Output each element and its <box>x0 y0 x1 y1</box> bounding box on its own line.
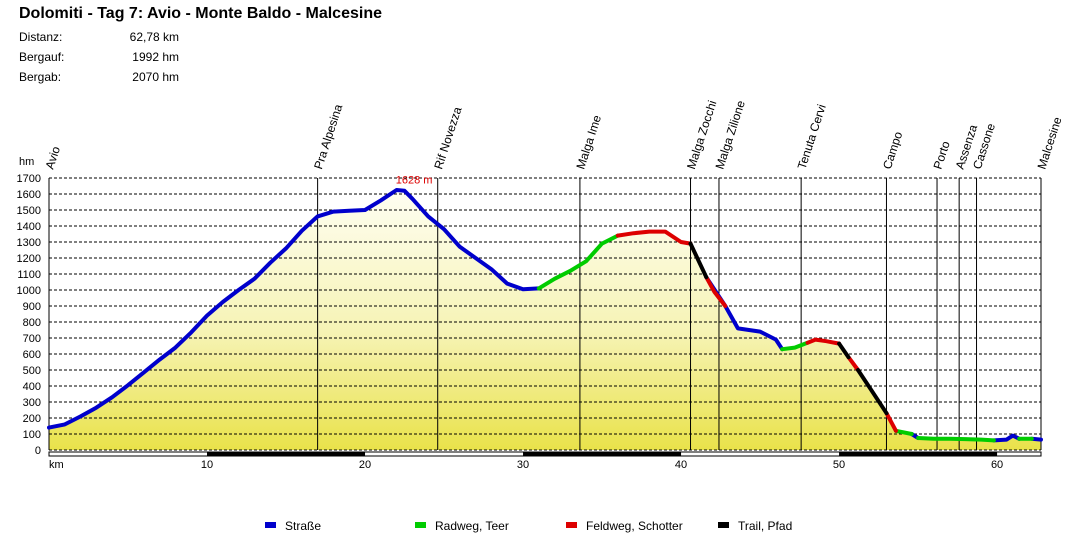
y-tick-label: 0 <box>35 445 41 457</box>
x-tick-label: 30 <box>517 459 529 471</box>
legend-swatch <box>415 522 426 528</box>
stat-value: 62,78 km <box>129 30 179 44</box>
y-tick-label: 1300 <box>17 237 41 249</box>
stat-descent: Bergab: 2070 hm <box>19 70 179 90</box>
legend-swatch <box>718 522 729 528</box>
waypoint-label: Malga Ime <box>573 113 604 171</box>
legend-swatch <box>265 522 276 528</box>
y-tick-label: 1200 <box>17 253 41 265</box>
waypoint-label: Tenuta Cervi <box>795 103 829 171</box>
series-line-trail-pfad <box>837 341 851 360</box>
series-line-radweg-teer <box>536 233 620 291</box>
y-tick-label: 400 <box>23 381 41 393</box>
page-title: Dolomiti - Tag 7: Avio - Monte Baldo - M… <box>19 5 382 22</box>
legend-swatch <box>566 522 577 528</box>
waypoint-label: Malga Zilione <box>713 98 748 171</box>
y-tick-label: 700 <box>23 333 41 345</box>
series-line-feldweg-schotter <box>805 337 842 346</box>
waypoint-label: Avio <box>43 144 64 171</box>
waypoint-label: Rif Novezza <box>431 105 464 171</box>
series-line-feldweg-schotter <box>846 355 860 372</box>
y-tick-label: 1700 <box>17 173 41 185</box>
waypoint-label: Campo <box>880 130 905 171</box>
waypoint-label: Pra Alpesina <box>311 102 345 171</box>
stat-label: Distanz: <box>19 30 63 44</box>
y-tick-label: 1000 <box>17 285 41 297</box>
y-tick-label: 300 <box>23 397 41 409</box>
legend-label: Straße <box>285 519 321 533</box>
x-tick-label: 10 <box>201 459 213 471</box>
x-tick-label: 60 <box>991 459 1003 471</box>
stat-ascent: Bergauf: 1992 hm <box>19 50 179 70</box>
x-tick-label: 40 <box>675 459 687 471</box>
y-tick-label: 1400 <box>17 221 41 233</box>
stat-distance: Distanz: 62,78 km <box>19 30 179 50</box>
y-tick-label: 800 <box>23 317 41 329</box>
series-line-stra-e <box>991 433 1022 443</box>
waypoint-label: Porto <box>931 139 953 171</box>
stat-label: Bergab: <box>19 70 62 84</box>
x-tick-label: 50 <box>833 459 845 471</box>
y-tick-label: 1500 <box>17 205 41 217</box>
x-tick-label: 20 <box>359 459 371 471</box>
x-axis-block <box>207 452 366 456</box>
y-tick-label: 900 <box>23 301 41 313</box>
y-tick-label: 1600 <box>17 189 41 201</box>
y-tick-label: 100 <box>23 429 41 441</box>
series-line-trail-pfad <box>688 241 709 280</box>
max-elevation-label: 1628 m <box>396 175 433 187</box>
stat-label: Bergauf: <box>19 50 65 64</box>
y-axis-label: hm <box>19 156 34 168</box>
stats-panel: Distanz: 62,78 km Bergauf: 1992 hm Berga… <box>19 30 179 90</box>
series-line-radweg-teer <box>916 436 996 443</box>
profile-area-fill <box>49 190 1041 450</box>
waypoint-label: Malcesine <box>1035 115 1065 171</box>
y-tick-label: 500 <box>23 365 41 377</box>
legend-label: Radweg, Teer <box>435 519 509 533</box>
series-line-stra-e <box>47 188 541 430</box>
stat-value: 1992 hm <box>132 50 179 64</box>
series-line-radweg-teer <box>780 340 810 352</box>
legend-label: Feldweg, Schotter <box>586 519 683 533</box>
x-axis-block <box>523 452 682 456</box>
x-axis-block <box>839 452 998 456</box>
series-line-feldweg-schotter <box>704 275 728 308</box>
x-axis-label: km <box>49 459 64 471</box>
y-tick-label: 600 <box>23 349 41 361</box>
stat-value: 2070 hm <box>132 70 179 84</box>
series-line-radweg-teer <box>893 428 914 436</box>
legend-label: Trail, Pfad <box>738 519 792 533</box>
y-tick-label: 200 <box>23 413 41 425</box>
series-line-trail-pfad <box>856 368 889 416</box>
series-line-feldweg-schotter <box>884 411 898 433</box>
y-tick-label: 1100 <box>17 269 41 281</box>
series-line-feldweg-schotter <box>615 229 693 246</box>
